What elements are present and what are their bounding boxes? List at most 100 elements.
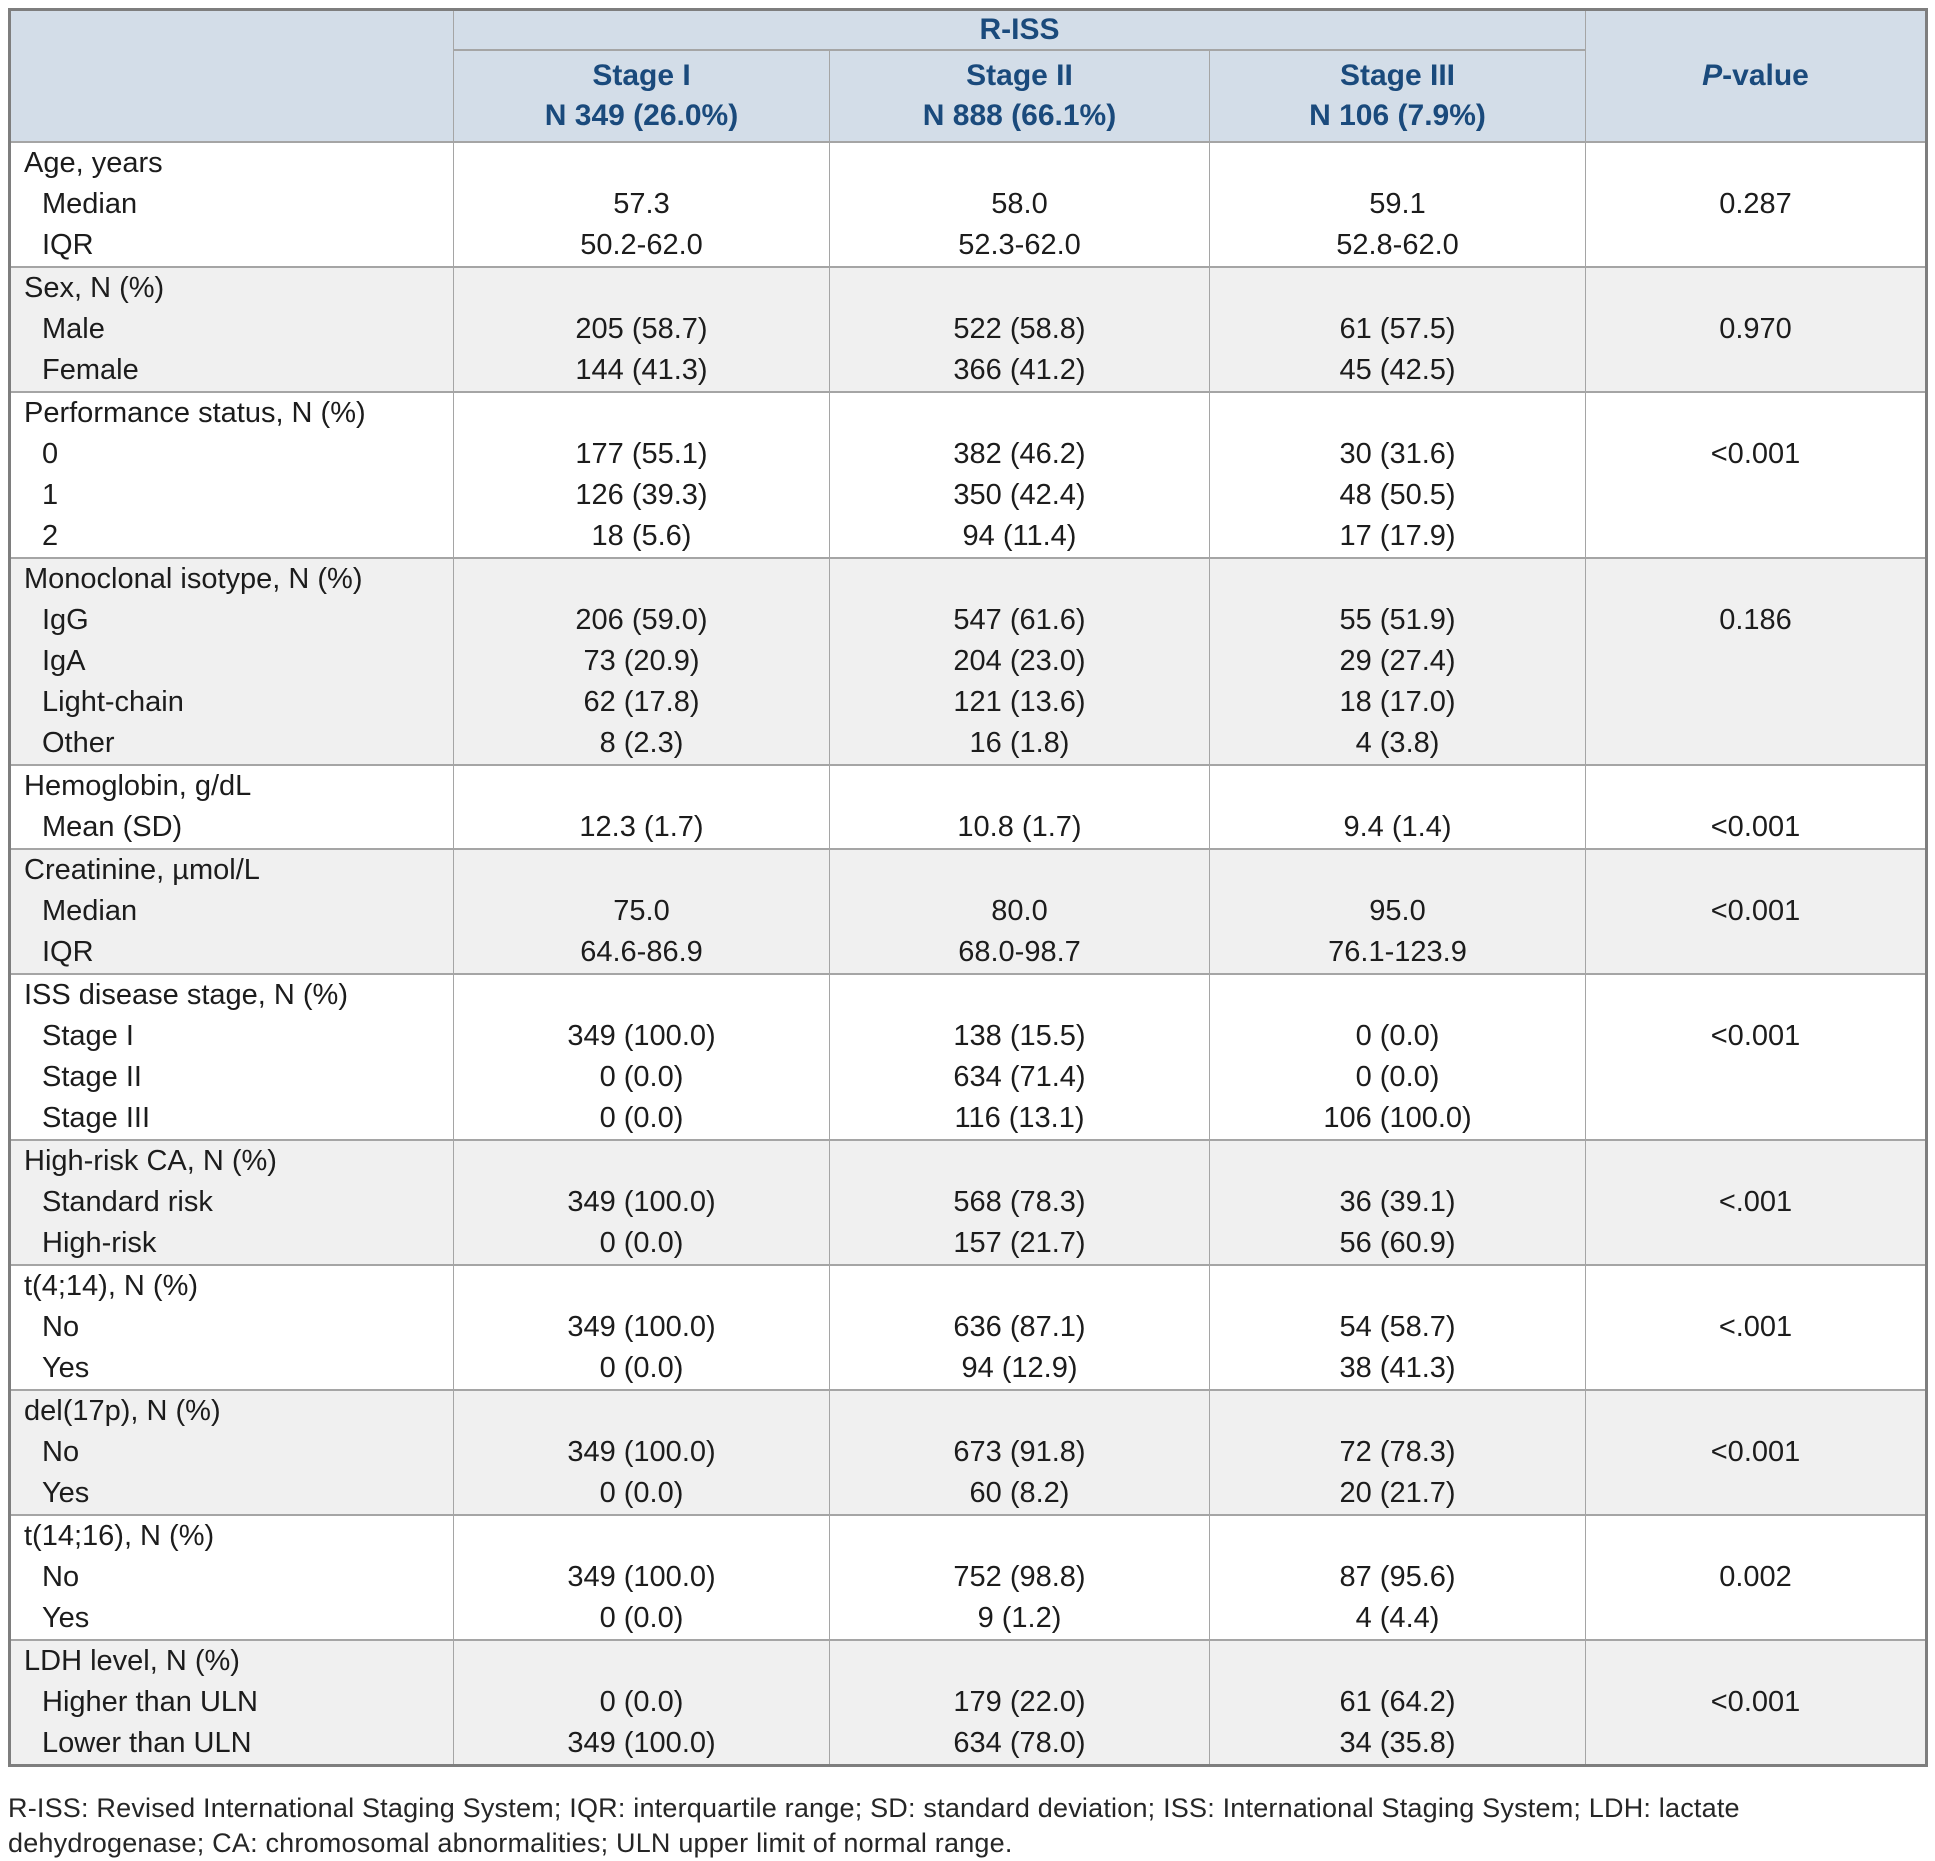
stage3-title: Stage III bbox=[1339, 59, 1456, 92]
cell-value: 18 (5.6) bbox=[591, 520, 692, 552]
sub-row-label: Stage III bbox=[42, 1102, 151, 1134]
row-group-label-cell: del(17p), N (%) No Yes bbox=[9, 1389, 454, 1515]
spacer-line bbox=[454, 850, 829, 891]
stage-value-cell: 36 (39.1) 56 (60.9) bbox=[1208, 1139, 1586, 1265]
riss-header-cell: R-ISS bbox=[453, 9, 1586, 51]
sub-row-label: IgA bbox=[42, 645, 86, 677]
group-label: Age, years bbox=[24, 147, 163, 179]
cell-value: 350 (42.4) bbox=[953, 479, 1086, 511]
pvalue-cell: <.001 bbox=[1585, 1139, 1927, 1265]
group-label: Creatinine, µmol/L bbox=[24, 854, 260, 886]
spacer-line bbox=[454, 1641, 829, 1682]
sub-row-label: No bbox=[42, 1436, 80, 1468]
pvalue-header-cell: P-value bbox=[1585, 9, 1927, 143]
table-row-group: LDH level, N (%) Higher than ULN Lower tha… bbox=[9, 1639, 1927, 1766]
spacer-line bbox=[1210, 559, 1585, 600]
stage3-count: N 106 (7.9%) bbox=[1309, 99, 1486, 132]
cell-value: 349 (100.0) bbox=[567, 1727, 716, 1759]
row-group-label-cell: t(14;16), N (%) No Yes bbox=[9, 1514, 454, 1640]
spacer-line bbox=[1586, 143, 1925, 184]
stage-value-cell: 673 (91.8) 60 (8.2) bbox=[829, 1389, 1210, 1515]
sub-row-label: IQR bbox=[42, 229, 94, 261]
spacer-line bbox=[1586, 975, 1925, 1016]
cell-value: 673 (91.8) bbox=[953, 1436, 1086, 1468]
sub-row-label: Female bbox=[42, 354, 139, 386]
table-body: Age, years Median IQR 57.3 50.2-62.0 58.0 52… bbox=[9, 141, 1927, 1766]
pvalue-cell: <0.001 bbox=[1585, 973, 1927, 1140]
cell-value: 62 (17.8) bbox=[583, 686, 700, 718]
cell-value: 12.3 (1.7) bbox=[579, 811, 704, 843]
cell-value: 157 (21.7) bbox=[953, 1227, 1086, 1259]
p-value: 0.970 bbox=[1719, 313, 1792, 345]
stage-value-cell: 10.8 (1.7) bbox=[829, 764, 1210, 849]
cell-value: 349 (100.0) bbox=[567, 1020, 716, 1052]
pvalue-cell: <0.001 bbox=[1585, 764, 1927, 849]
cell-value: 76.1-123.9 bbox=[1328, 936, 1467, 968]
table-footnote: R-ISS: Revised International Staging Sys… bbox=[8, 1793, 1740, 1858]
sub-row-label: IQR bbox=[42, 936, 94, 968]
cell-value: 18 (17.0) bbox=[1339, 686, 1456, 718]
spacer-line bbox=[454, 1516, 829, 1557]
stage-value-cell: 205 (58.7) 144 (41.3) bbox=[453, 266, 830, 392]
stage-value-cell: 547 (61.6) 204 (23.0) 121 (13.6) 16 (1.8) bbox=[829, 557, 1210, 765]
sub-row-label: Male bbox=[42, 313, 105, 345]
cell-value: 0 (0.0) bbox=[599, 1061, 684, 1093]
cell-value: 38 (41.3) bbox=[1339, 1352, 1456, 1384]
stage-value-cell: 61 (64.2) 34 (35.8) bbox=[1208, 1639, 1586, 1766]
spacer-line bbox=[1586, 766, 1925, 807]
spacer-line bbox=[1210, 850, 1585, 891]
table-row-group: Creatinine, µmol/L Median IQR 75.0 64.6-86.… bbox=[9, 848, 1927, 974]
spacer-line bbox=[1210, 268, 1585, 309]
cell-value: 58.0 bbox=[991, 188, 1048, 220]
table-row-group: ISS disease stage, N (%) Stage I Stage II S… bbox=[9, 973, 1927, 1140]
spacer-line bbox=[454, 268, 829, 309]
cell-value: 94 (12.9) bbox=[961, 1352, 1078, 1384]
cell-value: 57.3 bbox=[613, 188, 670, 220]
cell-value: 4 (4.4) bbox=[1355, 1602, 1440, 1634]
spacer-line bbox=[830, 559, 1209, 600]
cell-value: 10.8 (1.7) bbox=[957, 811, 1082, 843]
table-row-group: Monoclonal isotype, N (%) IgG IgA Light-cha… bbox=[9, 557, 1927, 765]
sub-row-label: No bbox=[42, 1561, 80, 1593]
cell-value: 179 (22.0) bbox=[953, 1686, 1086, 1718]
sub-row-label: Other bbox=[42, 727, 115, 759]
cell-value: 206 (59.0) bbox=[575, 604, 708, 636]
sub-row-label: Median bbox=[42, 188, 138, 220]
cell-value: 0 (0.0) bbox=[1355, 1020, 1440, 1052]
cell-value: 0 (0.0) bbox=[599, 1227, 684, 1259]
stage-value-cell: 59.1 52.8-62.0 bbox=[1208, 141, 1586, 267]
spacer-line bbox=[454, 1266, 829, 1307]
stage1-title: Stage I bbox=[592, 59, 691, 92]
stage1-header-cell: Stage I N 349 (26.0%) bbox=[453, 50, 830, 143]
cell-value: 34 (35.8) bbox=[1339, 1727, 1456, 1759]
cell-value: 59.1 bbox=[1369, 188, 1426, 220]
cell-value: 204 (23.0) bbox=[953, 645, 1086, 677]
group-label: ISS disease stage, N (%) bbox=[24, 979, 348, 1011]
spacer-line bbox=[454, 559, 829, 600]
p-value: <.001 bbox=[1718, 1311, 1793, 1343]
spacer-line bbox=[830, 1641, 1209, 1682]
cell-value: 349 (100.0) bbox=[567, 1436, 716, 1468]
spacer-line bbox=[454, 1141, 829, 1182]
sub-row-label: Yes bbox=[42, 1602, 90, 1634]
table-row-group: Performance status, N (%) 0 1 2 177 (55.1) 1… bbox=[9, 391, 1927, 558]
spacer-line bbox=[830, 1391, 1209, 1432]
table-header: R-ISS P-value Stage I N 349 (26.0%) Stag… bbox=[9, 9, 1927, 143]
spacer-line bbox=[454, 975, 829, 1016]
spacer-line bbox=[1210, 143, 1585, 184]
stage-value-cell: 12.3 (1.7) bbox=[453, 764, 830, 849]
pvalue-cell: 0.002 bbox=[1585, 1514, 1927, 1640]
cell-value: 0 (0.0) bbox=[599, 1602, 684, 1634]
stage-value-cell: 57.3 50.2-62.0 bbox=[453, 141, 830, 267]
stage-value-cell: 206 (59.0) 73 (20.9) 62 (17.8) 8 (2.3) bbox=[453, 557, 830, 765]
row-group-label-cell: LDH level, N (%) Higher than ULN Lower tha… bbox=[9, 1639, 454, 1766]
p-value: <0.001 bbox=[1710, 438, 1801, 470]
pvalue-cell: <0.001 bbox=[1585, 1639, 1927, 1766]
stage2-header-cell: Stage II N 888 (66.1%) bbox=[829, 50, 1210, 143]
group-label: Monoclonal isotype, N (%) bbox=[24, 563, 363, 595]
stage-value-cell: 179 (22.0) 634 (78.0) bbox=[829, 1639, 1210, 1766]
sub-row-label: Median bbox=[42, 895, 138, 927]
group-label: High-risk CA, N (%) bbox=[24, 1145, 277, 1177]
spacer-line bbox=[830, 1266, 1209, 1307]
table-row-group: t(4;14), N (%) No Yes 349 (100.0) 0 (0.0) 6… bbox=[9, 1264, 1927, 1390]
